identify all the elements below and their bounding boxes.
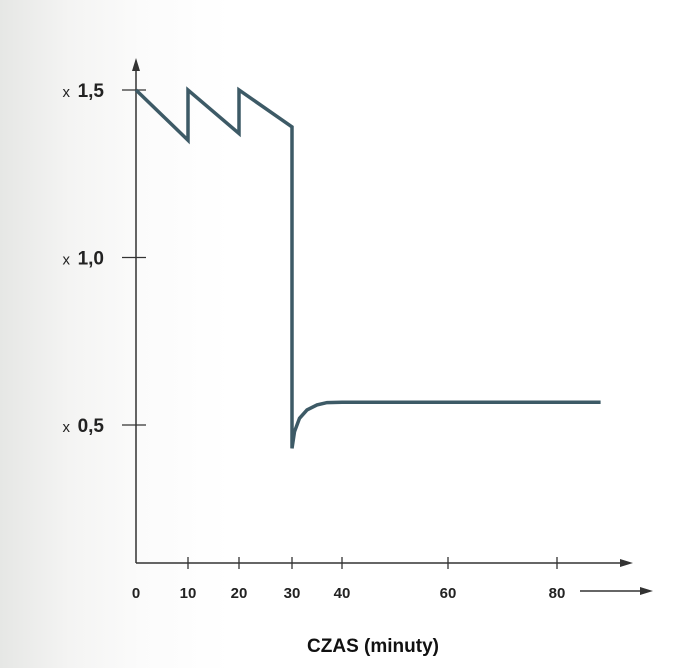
x-tick-label: 10 (180, 585, 197, 602)
series-marks (134, 86, 601, 449)
y-tick-prefix: x (63, 84, 71, 101)
time-direction-arrow (640, 587, 653, 595)
x-tick-label: 30 (284, 585, 301, 602)
y-tick-label: 1,5 (78, 81, 105, 102)
x-tick-label: 60 (440, 585, 457, 602)
x-axis-arrow (620, 559, 633, 567)
x-tick-label: 80 (549, 585, 566, 602)
y-tick-prefix: x (63, 419, 71, 436)
x-axis-title: CZAS (minuty) (307, 636, 439, 657)
x-tick-label: 0 (132, 585, 140, 602)
y-axis-arrow (132, 58, 140, 71)
tick-labels: 1,5 x 1,0 x 0,5 x 0 10 20 30 40 60 80 (63, 81, 566, 602)
x-tick-label: 40 (334, 585, 351, 602)
axes (122, 58, 653, 595)
x-tick-label: 20 (231, 585, 248, 602)
series-line-0 (134, 86, 601, 449)
y-tick-label: 0,5 (78, 416, 105, 437)
y-tick-prefix: x (63, 252, 71, 269)
y-tick-label: 1,0 (78, 249, 104, 270)
